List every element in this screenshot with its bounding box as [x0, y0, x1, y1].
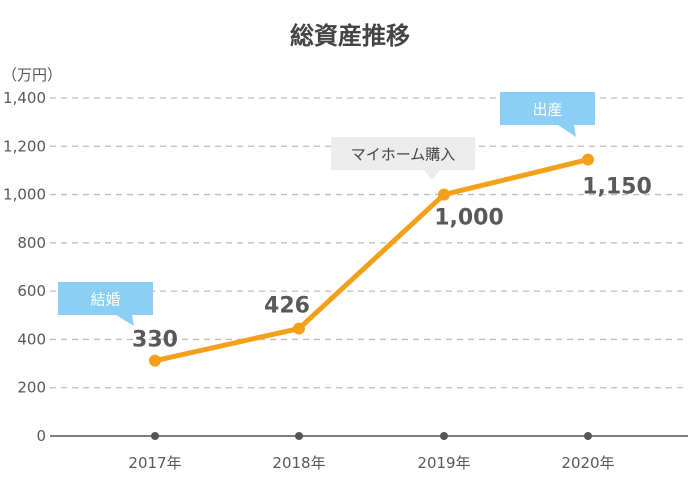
series-line	[149, 153, 594, 367]
callout-purchase: マイホーム購入	[331, 137, 475, 180]
y-tick-label: 200	[17, 379, 46, 397]
x-tick-marker	[295, 432, 303, 440]
data-label: 1,000	[434, 206, 504, 231]
x-tick-label: 2019年	[417, 454, 470, 472]
data-point	[438, 188, 450, 201]
annotations: 結婚 マイホーム購入 出産	[58, 92, 595, 326]
callout-text: 結婚	[90, 291, 120, 309]
callout-tail	[116, 315, 134, 326]
y-tick-label: 800	[17, 234, 46, 252]
y-tick-label: 1,000	[3, 186, 46, 204]
data-labels: 330 426 1,000 1,150	[132, 175, 652, 353]
axes: 0 200 400 600 800 1,000 1,200 1,400 2017年 2018年 20…	[3, 89, 688, 472]
data-point	[582, 153, 594, 166]
x-tick-marker	[584, 432, 592, 440]
callout-box	[500, 92, 595, 125]
callout-box	[331, 137, 475, 170]
callout-tail	[558, 125, 576, 137]
x-tick-label: 2020年	[561, 454, 614, 472]
data-label: 1,150	[582, 175, 652, 200]
x-tick-label: 2018年	[272, 454, 325, 472]
data-point	[149, 354, 161, 367]
data-label: 330	[132, 328, 178, 353]
y-tick-label: 1,400	[3, 89, 46, 107]
callout-event: 出産	[500, 92, 595, 137]
callout-text: マイホーム購入	[351, 146, 456, 164]
x-tick-marker	[151, 432, 159, 440]
callout-event: 結婚	[58, 282, 153, 326]
x-tick-marker	[440, 432, 448, 440]
callout-tail	[424, 170, 440, 180]
chart-title: 総資産推移	[290, 22, 410, 50]
y-tick-label: 0	[36, 427, 46, 445]
data-label: 426	[264, 294, 310, 319]
series-line-path	[152, 157, 591, 364]
callout-text: 出産	[532, 101, 562, 119]
callout-box	[58, 282, 153, 315]
x-tick-label: 2017年	[128, 454, 181, 472]
y-tick-label: 1,200	[3, 137, 46, 155]
y-tick-label: 400	[17, 330, 46, 348]
data-point	[293, 322, 305, 335]
y-axis-unit-label: （万円）	[2, 66, 62, 84]
y-tick-label: 600	[17, 282, 46, 300]
